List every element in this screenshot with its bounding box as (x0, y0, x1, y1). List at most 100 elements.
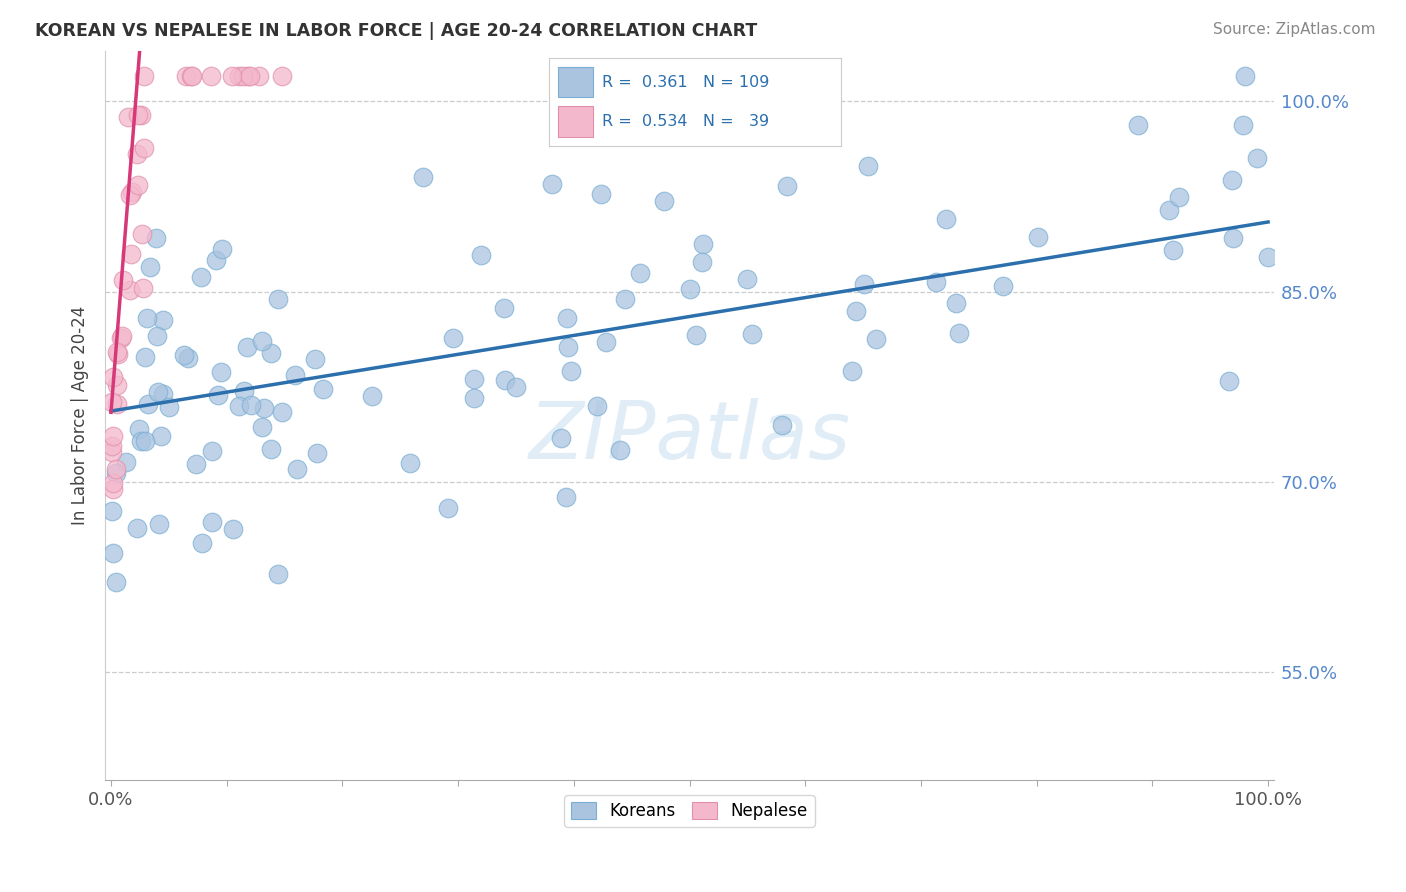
Point (128, 422, 150, 436)
Point (134, 434, 156, 449)
Point (259, 346, 281, 360)
Point (177, 351, 200, 366)
Point (211, 242, 233, 256)
Point (436, 500, 458, 515)
Point (131, 227, 153, 242)
Point (252, 334, 274, 349)
Point (1257, 250, 1279, 264)
Point (609, 442, 631, 457)
Point (399, 456, 422, 470)
Point (209, 365, 232, 379)
Point (101, 476, 124, 491)
Point (103, 482, 125, 496)
Point (441, 331, 464, 345)
Point (105, 574, 128, 589)
Point (591, 187, 613, 202)
Point (270, 69, 292, 83)
Point (125, 147, 148, 161)
Point (101, 439, 124, 453)
Point (555, 490, 578, 504)
Point (945, 295, 967, 310)
Point (232, 69, 254, 83)
Point (505, 380, 527, 394)
Point (1220, 173, 1243, 187)
Point (207, 388, 229, 402)
Point (125, 521, 148, 535)
Point (463, 391, 485, 405)
Point (181, 69, 204, 83)
Point (180, 69, 202, 83)
Point (494, 373, 516, 387)
Point (146, 328, 169, 343)
Point (239, 398, 262, 412)
Point (595, 334, 617, 349)
Y-axis label: In Labor Force | Age 20-24: In Labor Force | Age 20-24 (72, 306, 89, 525)
Point (105, 466, 128, 480)
Point (776, 179, 799, 194)
Point (360, 389, 382, 403)
Point (1246, 152, 1268, 166)
Point (678, 282, 700, 296)
Point (134, 351, 156, 365)
Point (132, 281, 155, 295)
Point (247, 69, 270, 83)
Point (139, 260, 162, 274)
Point (110, 331, 132, 345)
Point (470, 248, 492, 262)
Point (105, 377, 128, 392)
Point (239, 69, 262, 83)
Point (111, 273, 134, 287)
Point (555, 310, 578, 325)
Point (101, 444, 124, 458)
Point (129, 434, 152, 448)
Point (101, 370, 124, 384)
Point (186, 457, 208, 471)
Point (228, 399, 250, 413)
Point (865, 333, 887, 347)
Point (173, 348, 195, 362)
Point (560, 364, 582, 378)
Point (127, 108, 149, 122)
Point (550, 431, 572, 445)
Point (614, 292, 637, 306)
Point (150, 429, 173, 443)
Point (103, 428, 125, 442)
Text: KOREAN VS NEPALESE IN LABOR FORCE | AGE 20-24 CORRELATION CHART: KOREAN VS NEPALESE IN LABOR FORCE | AGE … (35, 22, 758, 40)
Point (845, 304, 868, 318)
Point (134, 140, 156, 154)
Point (222, 522, 245, 536)
Point (121, 185, 143, 199)
Point (312, 383, 335, 397)
Point (412, 170, 434, 185)
Point (284, 368, 307, 382)
Point (252, 419, 274, 434)
Point (146, 385, 169, 400)
Point (201, 515, 224, 529)
Point (136, 397, 159, 411)
Point (105, 397, 128, 411)
Point (652, 194, 675, 208)
Point (692, 237, 714, 252)
Point (200, 69, 222, 83)
Point (253, 401, 276, 415)
Point (737, 272, 759, 286)
Legend: Koreans, Nepalese: Koreans, Nepalese (564, 795, 814, 827)
Point (233, 384, 256, 399)
Point (190, 270, 212, 285)
Point (152, 313, 174, 327)
Point (120, 283, 142, 297)
Point (628, 266, 651, 280)
Point (221, 69, 243, 83)
Point (307, 446, 329, 460)
Point (1126, 118, 1149, 132)
Point (1232, 118, 1254, 132)
Point (228, 69, 250, 83)
Point (117, 110, 139, 124)
Point (148, 517, 170, 532)
Point (260, 442, 283, 456)
Point (204, 252, 226, 267)
Point (157, 400, 180, 414)
Point (586, 400, 609, 414)
Point (492, 301, 515, 316)
Point (285, 462, 308, 476)
